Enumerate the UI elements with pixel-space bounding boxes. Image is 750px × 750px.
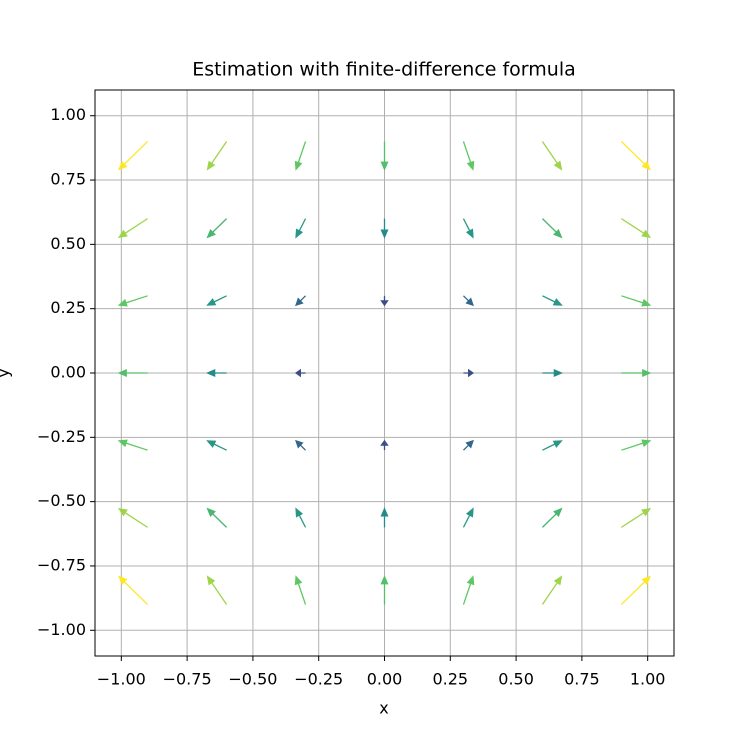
arrow — [294, 368, 306, 378]
arrow — [117, 295, 148, 307]
x-tick-label: −0.50 — [228, 670, 277, 689]
x-tick-label: 0.00 — [367, 670, 403, 689]
arrow — [206, 218, 228, 239]
arrow — [542, 295, 563, 306]
x-tick-label: 0.50 — [498, 670, 534, 689]
arrow — [541, 141, 563, 171]
arrow — [295, 218, 307, 239]
arrow — [462, 507, 474, 528]
y-tick-label: 0.75 — [50, 170, 86, 189]
arrow — [118, 575, 149, 606]
arrow — [541, 507, 563, 528]
arrow — [620, 575, 651, 606]
arrow — [295, 295, 306, 307]
arrow — [118, 140, 149, 171]
arrow — [295, 439, 306, 451]
arrow — [206, 575, 228, 605]
y-tick-label: 1.00 — [50, 105, 86, 124]
y-tick-label: 0.25 — [50, 298, 86, 317]
chart-title: Estimation with finite-difference formul… — [192, 59, 576, 81]
arrow — [463, 368, 475, 378]
arrow — [462, 575, 475, 605]
arrow — [117, 369, 148, 377]
arrow — [117, 218, 148, 239]
arrow — [117, 439, 148, 451]
x-tick-label: −0.25 — [294, 670, 343, 689]
y-tick-label: 0.50 — [50, 234, 86, 253]
arrow — [205, 369, 227, 377]
x-axis-label: x — [379, 699, 388, 718]
arrow — [206, 440, 227, 451]
arrow — [541, 218, 563, 239]
y-tick-label: −0.50 — [37, 491, 86, 510]
arrow — [463, 295, 474, 307]
arrow — [380, 507, 389, 528]
arrow — [541, 575, 563, 605]
arrow — [295, 507, 307, 528]
arrow — [462, 218, 474, 239]
arrow — [621, 369, 652, 377]
arrow — [294, 141, 307, 171]
arrow — [542, 369, 564, 377]
arrow — [206, 295, 227, 306]
arrow — [206, 141, 228, 171]
y-axis-label: y — [0, 368, 13, 377]
x-tick-label: 0.25 — [432, 670, 468, 689]
x-tick-label: 0.75 — [564, 670, 600, 689]
arrow — [380, 295, 389, 307]
arrow — [462, 141, 475, 171]
arrow — [380, 141, 389, 171]
y-tick-label: −1.00 — [37, 620, 86, 639]
y-tick-label: −0.75 — [37, 555, 86, 574]
x-tick-label: 1.00 — [630, 670, 666, 689]
x-tick-label: −1.00 — [97, 670, 146, 689]
plot-frame — [94, 89, 675, 657]
y-tick-label: 0.00 — [50, 363, 86, 382]
arrow — [621, 507, 652, 528]
arrow — [621, 439, 652, 451]
arrow — [380, 575, 389, 605]
arrow — [206, 507, 228, 528]
arrow — [620, 140, 651, 171]
arrow — [294, 575, 307, 605]
arrow — [380, 218, 389, 239]
arrow — [463, 439, 474, 451]
x-tick-label: −0.75 — [163, 670, 212, 689]
arrow — [380, 439, 389, 451]
arrow — [621, 295, 652, 307]
y-tick-label: −0.25 — [37, 427, 86, 446]
arrow — [542, 440, 563, 451]
arrow — [117, 507, 148, 528]
arrow — [621, 218, 652, 239]
